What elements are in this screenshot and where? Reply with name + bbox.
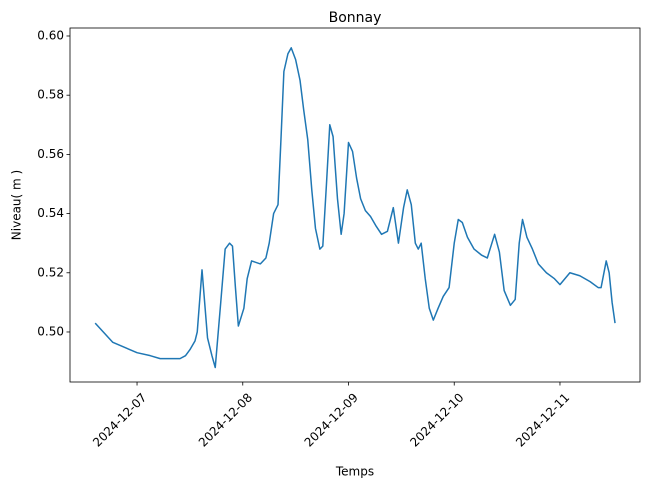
plot-frame (69, 27, 641, 383)
data-line (94, 47, 616, 369)
y-tick-label: 0.54 (37, 206, 64, 220)
chart-title: Bonnay (329, 10, 382, 26)
x-tick-label: 2024-12-11 (513, 390, 572, 449)
x-tick-label: 2024-12-08 (196, 390, 255, 449)
y-tick-label: 0.56 (37, 147, 64, 161)
x-axis-label: Temps (335, 465, 374, 479)
x-tick-label: 2024-12-10 (407, 390, 466, 449)
y-tick-label: 0.52 (37, 265, 64, 279)
x-tick-label: 2024-12-09 (302, 390, 361, 449)
x-tick-label: 2024-12-07 (90, 390, 149, 449)
y-tick-label: 0.50 (37, 324, 64, 338)
y-axis-label: Niveau( m ) (10, 170, 24, 240)
y-tick-label: 0.58 (37, 88, 64, 102)
y-tick-label: 0.60 (37, 28, 64, 42)
